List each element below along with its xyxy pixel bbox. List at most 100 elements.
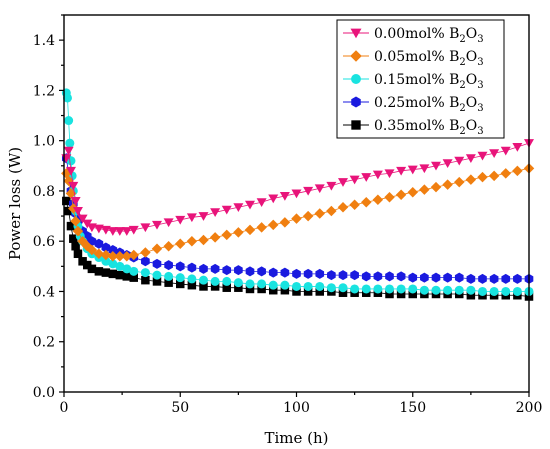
legend-item: 0.00mol% B2O3 [343, 26, 484, 45]
data-point [164, 271, 174, 281]
data-point [466, 285, 476, 295]
data-point [431, 272, 441, 283]
data-point [395, 189, 407, 200]
data-point [129, 273, 138, 282]
data-point [303, 281, 313, 291]
data-point [512, 286, 522, 296]
x-tick-label: 200 [516, 400, 543, 416]
data-point [71, 241, 80, 251]
legend-label-mid: O [466, 118, 477, 134]
data-point [245, 284, 255, 294]
data-point [454, 176, 465, 188]
data-point [163, 240, 174, 252]
legend-item: 0.15mol% B2O3 [343, 72, 484, 91]
data-point [62, 196, 71, 206]
legend-label-sub: 3 [477, 34, 483, 45]
data-point [408, 284, 418, 294]
data-point [338, 283, 348, 293]
data-point [198, 234, 209, 246]
legend-label-sub: 2 [459, 103, 465, 114]
data-point [73, 249, 83, 259]
data-point [83, 260, 92, 270]
data-point [78, 257, 87, 266]
data-point [279, 217, 291, 228]
legend-marker [351, 74, 361, 84]
data-point [129, 266, 139, 276]
data-point [187, 262, 197, 273]
data-point [209, 232, 221, 243]
legend-label-main: 0.00mol% B [374, 26, 459, 42]
data-point [210, 263, 220, 274]
data-point [233, 227, 244, 238]
legend-label-sub: 2 [459, 80, 465, 91]
y-axis: 0.0 0.2 0.4 0.6 0.8 1.0 1.2 1.4 [33, 14, 64, 401]
data-point [222, 265, 232, 276]
data-point [140, 223, 151, 233]
data-point [128, 225, 139, 235]
legend-label-sub: 3 [477, 103, 483, 114]
data-point [128, 249, 139, 261]
data-point [408, 289, 417, 299]
legend-label-main: 0.05mol% B [374, 49, 459, 65]
data-point [187, 280, 197, 290]
data-point [443, 272, 452, 283]
data-point [385, 289, 394, 299]
data-point [419, 164, 430, 174]
data-point [292, 287, 301, 296]
y-tick-label: 0.6 [33, 234, 55, 250]
plot-marks [61, 88, 535, 301]
data-point [292, 281, 301, 291]
data-point [478, 286, 487, 296]
data-point [477, 171, 488, 183]
data-point [94, 238, 104, 249]
data-point [64, 206, 73, 216]
data-point [221, 229, 232, 241]
data-point [268, 194, 279, 204]
data-point [257, 284, 266, 294]
data-point [210, 276, 220, 286]
data-point [101, 268, 111, 277]
data-point [152, 220, 162, 230]
legend-label-mid: O [466, 95, 477, 111]
data-point [372, 170, 383, 180]
data-point [315, 268, 325, 279]
legend-item: 0.05mol% B2O3 [343, 49, 484, 68]
data-point [465, 174, 477, 185]
data-point [115, 270, 125, 280]
data-point [186, 213, 197, 223]
data-point [114, 251, 126, 262]
data-point [384, 191, 395, 203]
legend-label-sub: 2 [459, 34, 465, 45]
data-point [121, 251, 133, 262]
data-point [431, 285, 441, 295]
data-point [108, 259, 118, 269]
data-point [141, 275, 150, 285]
data-point [199, 275, 208, 285]
data-point [315, 281, 325, 291]
data-point [269, 285, 278, 295]
legend-label-sub: 2 [459, 126, 465, 137]
data-point [198, 212, 209, 221]
x-tick-label: 50 [171, 400, 189, 416]
data-point [396, 166, 407, 176]
data-point [361, 196, 372, 208]
data-point [419, 285, 429, 295]
data-point [326, 283, 336, 293]
data-point [121, 227, 132, 236]
data-point [77, 214, 88, 224]
series-0 [61, 139, 534, 236]
legend-label-main: 0.25mol% B [374, 95, 459, 111]
data-point [302, 210, 314, 222]
data-point [303, 186, 314, 196]
data-point [65, 166, 76, 176]
data-point [93, 224, 104, 234]
data-point [291, 189, 302, 199]
data-point [64, 116, 74, 126]
data-point [175, 261, 185, 272]
data-point [489, 273, 499, 284]
data-point [268, 280, 278, 290]
data-point [396, 289, 406, 299]
data-point [430, 181, 442, 193]
data-point [186, 235, 198, 247]
